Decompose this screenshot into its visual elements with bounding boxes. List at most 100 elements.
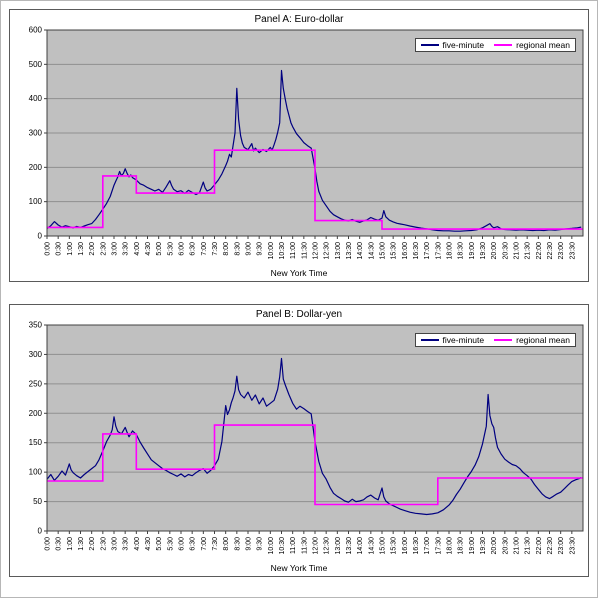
- svg-text:100: 100: [29, 468, 43, 477]
- svg-text:8:30: 8:30: [234, 242, 241, 256]
- svg-text:10:30: 10:30: [279, 537, 286, 555]
- svg-text:4:00: 4:00: [134, 242, 141, 256]
- svg-text:4:30: 4:30: [145, 242, 152, 256]
- svg-text:23:30: 23:30: [569, 537, 576, 555]
- plot-area-panel-a: 0 100 200 300 400 500 600 0:00 0:30 1:00 1:30 2:00 2…: [29, 26, 584, 260]
- svg-text:1:00: 1:00: [67, 537, 74, 551]
- svg-text:17:00: 17:00: [424, 242, 431, 260]
- chart-panel-b: Panel B: Dollar-yen 0 50 100 150 200 250 300 35…: [9, 304, 589, 577]
- chart-panel-a: Panel A: Euro-dollar 0 100 200 300 400 500 600…: [9, 9, 589, 282]
- five-minute-line-sample: [420, 44, 439, 46]
- plot-wrap-panel-a: 0 100 200 300 400 500 600 0:00 0:30 1:00 1:30 2:00 2…: [14, 26, 584, 274]
- legend-label-five-minute: five-minute: [442, 40, 485, 50]
- svg-text:50: 50: [33, 497, 42, 506]
- svg-text:9:30: 9:30: [257, 242, 264, 256]
- svg-text:21:00: 21:00: [514, 242, 521, 260]
- svg-text:23:00: 23:00: [558, 537, 565, 555]
- svg-text:14:30: 14:30: [368, 242, 375, 260]
- svg-text:150: 150: [29, 438, 43, 447]
- svg-text:8:00: 8:00: [223, 242, 230, 256]
- svg-text:21:30: 21:30: [525, 537, 532, 555]
- svg-text:1:00: 1:00: [67, 242, 74, 256]
- svg-text:3:30: 3:30: [123, 537, 130, 551]
- svg-text:3:30: 3:30: [123, 242, 130, 256]
- svg-text:10:00: 10:00: [268, 537, 275, 555]
- legend-label-five-minute: five-minute: [442, 335, 485, 345]
- svg-text:11:30: 11:30: [301, 242, 308, 259]
- svg-text:8:00: 8:00: [223, 537, 230, 551]
- x-axis-title-panel-b: New York Time: [270, 563, 328, 573]
- svg-text:23:00: 23:00: [558, 242, 565, 260]
- regional-mean-line-sample: [494, 339, 513, 341]
- svg-text:11:00: 11:00: [290, 537, 297, 554]
- svg-text:7:30: 7:30: [212, 242, 219, 256]
- svg-text:17:30: 17:30: [435, 242, 442, 260]
- svg-text:18:30: 18:30: [458, 537, 465, 555]
- svg-text:300: 300: [29, 350, 43, 359]
- svg-text:10:00: 10:00: [268, 242, 275, 260]
- svg-text:12:00: 12:00: [313, 537, 320, 555]
- chart-title-panel-a: Panel A: Euro-dollar: [254, 14, 344, 25]
- svg-text:6:00: 6:00: [179, 242, 186, 256]
- svg-text:3:00: 3:00: [112, 537, 119, 551]
- svg-text:16:00: 16:00: [402, 242, 409, 260]
- svg-text:12:30: 12:30: [324, 537, 331, 555]
- svg-text:5:00: 5:00: [156, 537, 163, 551]
- svg-text:18:00: 18:00: [447, 537, 454, 555]
- svg-text:7:30: 7:30: [212, 537, 219, 551]
- svg-text:5:30: 5:30: [167, 242, 174, 256]
- svg-text:22:00: 22:00: [536, 242, 543, 260]
- svg-text:18:30: 18:30: [458, 242, 465, 260]
- svg-text:21:30: 21:30: [525, 242, 532, 260]
- svg-text:350: 350: [29, 321, 43, 330]
- svg-text:19:00: 19:00: [469, 242, 476, 260]
- svg-text:22:00: 22:00: [536, 537, 543, 555]
- svg-text:7:00: 7:00: [201, 242, 208, 256]
- svg-text:9:30: 9:30: [257, 537, 264, 551]
- svg-text:3:00: 3:00: [112, 242, 119, 256]
- legend-item-five-minute: five-minute: [420, 335, 485, 345]
- svg-text:13:30: 13:30: [346, 242, 353, 260]
- svg-text:5:00: 5:00: [156, 242, 163, 256]
- svg-text:200: 200: [29, 163, 43, 172]
- svg-text:1:30: 1:30: [78, 242, 85, 256]
- svg-text:13:00: 13:00: [335, 242, 342, 260]
- svg-text:0:30: 0:30: [56, 537, 63, 551]
- svg-text:16:30: 16:30: [413, 537, 420, 555]
- svg-text:0: 0: [38, 527, 43, 536]
- svg-text:15:30: 15:30: [391, 537, 398, 555]
- svg-text:19:30: 19:30: [480, 242, 487, 260]
- legend-panel-b: five-minute regional mean: [414, 333, 576, 347]
- svg-text:14:00: 14:00: [357, 242, 364, 260]
- svg-text:9:00: 9:00: [246, 537, 253, 551]
- svg-text:100: 100: [29, 197, 43, 206]
- svg-text:200: 200: [29, 409, 43, 418]
- svg-text:17:30: 17:30: [435, 537, 442, 555]
- x-axis-title-panel-a: New York Time: [270, 268, 328, 278]
- svg-text:16:30: 16:30: [413, 242, 420, 260]
- svg-text:600: 600: [29, 26, 43, 35]
- svg-text:20:00: 20:00: [491, 242, 498, 260]
- svg-text:22:30: 22:30: [547, 537, 554, 555]
- legend-item-regional-mean: regional mean: [494, 335, 570, 345]
- plot-wrap-panel-b: 0 50 100 150 200 250 300 350 0:00 0:30 1:00 1:30 2:0…: [14, 321, 584, 569]
- svg-text:400: 400: [29, 94, 43, 103]
- svg-text:0:00: 0:00: [45, 537, 52, 551]
- svg-text:6:30: 6:30: [190, 537, 197, 551]
- svg-text:6:00: 6:00: [179, 537, 186, 551]
- svg-text:20:30: 20:30: [502, 242, 509, 260]
- plot-area-panel-b: 0 50 100 150 200 250 300 350 0:00 0:30 1:00 1:30 2:0…: [29, 321, 584, 555]
- regional-mean-line-sample: [494, 44, 513, 46]
- svg-text:2:30: 2:30: [100, 537, 107, 551]
- legend-panel-a: five-minute regional mean: [414, 38, 576, 52]
- svg-text:21:00: 21:00: [514, 537, 521, 555]
- svg-text:13:30: 13:30: [346, 537, 353, 555]
- svg-text:0: 0: [38, 232, 43, 241]
- legend-label-regional-mean: regional mean: [516, 40, 570, 50]
- svg-text:0:00: 0:00: [45, 242, 52, 256]
- svg-text:5:30: 5:30: [167, 537, 174, 551]
- legend-label-regional-mean: regional mean: [516, 335, 570, 345]
- svg-text:11:30: 11:30: [301, 537, 308, 554]
- svg-text:0:30: 0:30: [56, 242, 63, 256]
